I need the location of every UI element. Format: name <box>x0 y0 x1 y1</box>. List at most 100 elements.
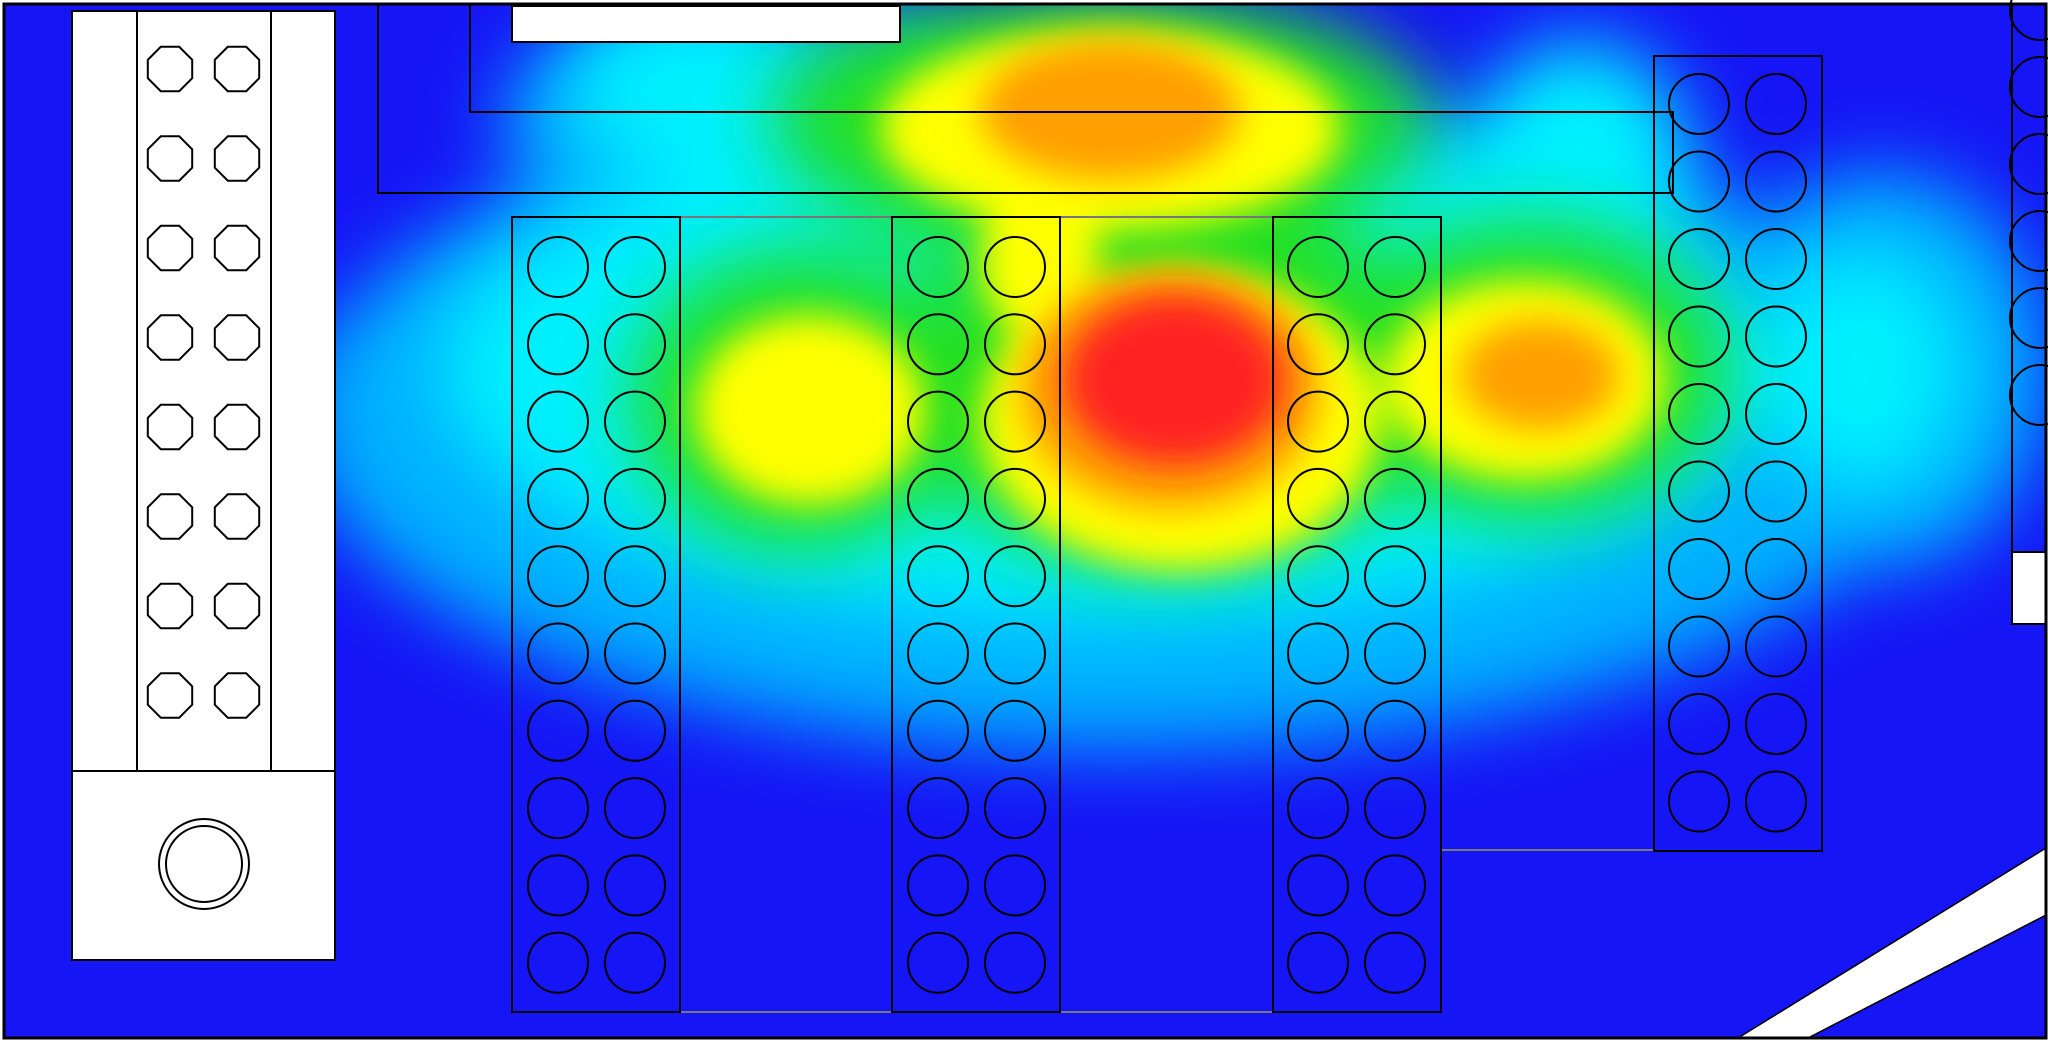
rack-fan <box>1287 931 1349 994</box>
rack-fan <box>604 931 666 994</box>
rack-fan <box>907 390 969 453</box>
rack-fan <box>1364 313 1426 376</box>
rack-fan <box>1287 545 1349 608</box>
rack-fan <box>907 777 969 840</box>
cabinet-fan <box>213 403 261 451</box>
rack-fan <box>604 467 666 530</box>
rack-fan <box>1745 305 1807 368</box>
rack-fan <box>984 622 1046 685</box>
cabinet-fan <box>146 672 194 719</box>
rack-fan <box>527 236 589 298</box>
rack-fan <box>527 313 589 376</box>
edge-fan <box>2009 364 2048 426</box>
rack-fan <box>1745 228 1807 290</box>
cabinet-fan <box>213 582 261 630</box>
rack-fan <box>604 313 666 376</box>
rack-fan <box>527 545 589 608</box>
rack-fan <box>984 699 1046 762</box>
rack-fan <box>1668 150 1730 213</box>
rack-fan <box>1745 460 1807 523</box>
rack-fan <box>1287 236 1349 298</box>
rack-fan <box>1668 770 1730 833</box>
rack-fan <box>1745 383 1807 445</box>
rack-fan <box>1745 150 1807 213</box>
edge-fan <box>2009 0 2048 41</box>
rack-fan <box>1668 460 1730 523</box>
rack-fan <box>984 236 1046 298</box>
rack-fan <box>1668 615 1730 678</box>
rack-outline <box>1272 216 1442 1013</box>
rack-fan <box>1668 383 1730 445</box>
peak-hot-zone <box>1065 295 1285 465</box>
rack-fan <box>604 854 666 917</box>
rack-fan <box>984 467 1046 530</box>
top-vent <box>511 5 901 43</box>
rack-fan <box>907 699 969 762</box>
temperature-field <box>4 4 2046 1038</box>
rack-fan <box>604 390 666 453</box>
rack-fan <box>604 777 666 840</box>
rack-fan <box>907 236 969 298</box>
rack-fan <box>527 931 589 994</box>
rack-fan <box>1364 699 1426 762</box>
rack-fan <box>1745 693 1807 755</box>
cabinet-fan <box>146 224 194 272</box>
rack-fan <box>984 931 1046 994</box>
rack-fan <box>1287 854 1349 917</box>
rack-fan <box>1364 390 1426 453</box>
rack-fan <box>907 313 969 376</box>
cabinet-fan <box>146 493 194 540</box>
edge-fan <box>2009 56 2048 118</box>
rack-fan <box>984 390 1046 453</box>
rack-1 <box>511 216 681 1013</box>
cabinet-fan <box>213 314 261 361</box>
rack-fan <box>1364 467 1426 530</box>
rack-fan <box>604 545 666 608</box>
rack-fan <box>527 390 589 453</box>
rack-fan <box>907 545 969 608</box>
cabinet-fan <box>213 493 261 540</box>
cabinet-fan <box>146 403 194 451</box>
rack-fan <box>1745 538 1807 600</box>
rack-fan <box>907 467 969 530</box>
rack-outline <box>1653 55 1823 852</box>
rack-fan <box>1287 467 1349 530</box>
rack-fan <box>1364 777 1426 840</box>
rack-3 <box>1272 216 1442 1013</box>
cabinet-fan <box>146 45 194 93</box>
rack-fan <box>1287 699 1349 762</box>
rack-fan <box>527 622 589 685</box>
rack-fan <box>527 854 589 917</box>
cabinet-fan <box>213 135 261 182</box>
rack-2 <box>891 216 1061 1013</box>
rack-fan <box>1364 622 1426 685</box>
rack-fan <box>1364 545 1426 608</box>
rack-fan <box>1668 228 1730 290</box>
rack-fan <box>1668 73 1730 135</box>
rack-fan <box>1287 777 1349 840</box>
rack-4 <box>1653 55 1823 852</box>
rack-fan <box>1364 931 1426 994</box>
rack-fan <box>527 777 589 840</box>
cabinet-fan <box>213 45 261 93</box>
rack-fan <box>984 777 1046 840</box>
rack-fan <box>984 545 1046 608</box>
rack-fan <box>1287 313 1349 376</box>
rack-fan <box>1668 538 1730 600</box>
rack-fan <box>604 236 666 298</box>
rack-fan <box>984 313 1046 376</box>
server-racks <box>511 55 1823 1013</box>
rack-fan <box>527 467 589 530</box>
cabinet-fan <box>146 135 194 182</box>
rack-fan <box>1745 615 1807 678</box>
rack-fan <box>1364 854 1426 917</box>
rack-fan <box>1287 622 1349 685</box>
rack-fan <box>604 622 666 685</box>
left-cabinet <box>71 10 336 961</box>
overhead-duct <box>377 4 1674 194</box>
edge-fan <box>2009 287 2048 349</box>
edge-fan <box>2009 133 2048 195</box>
rack-fan <box>907 622 969 685</box>
